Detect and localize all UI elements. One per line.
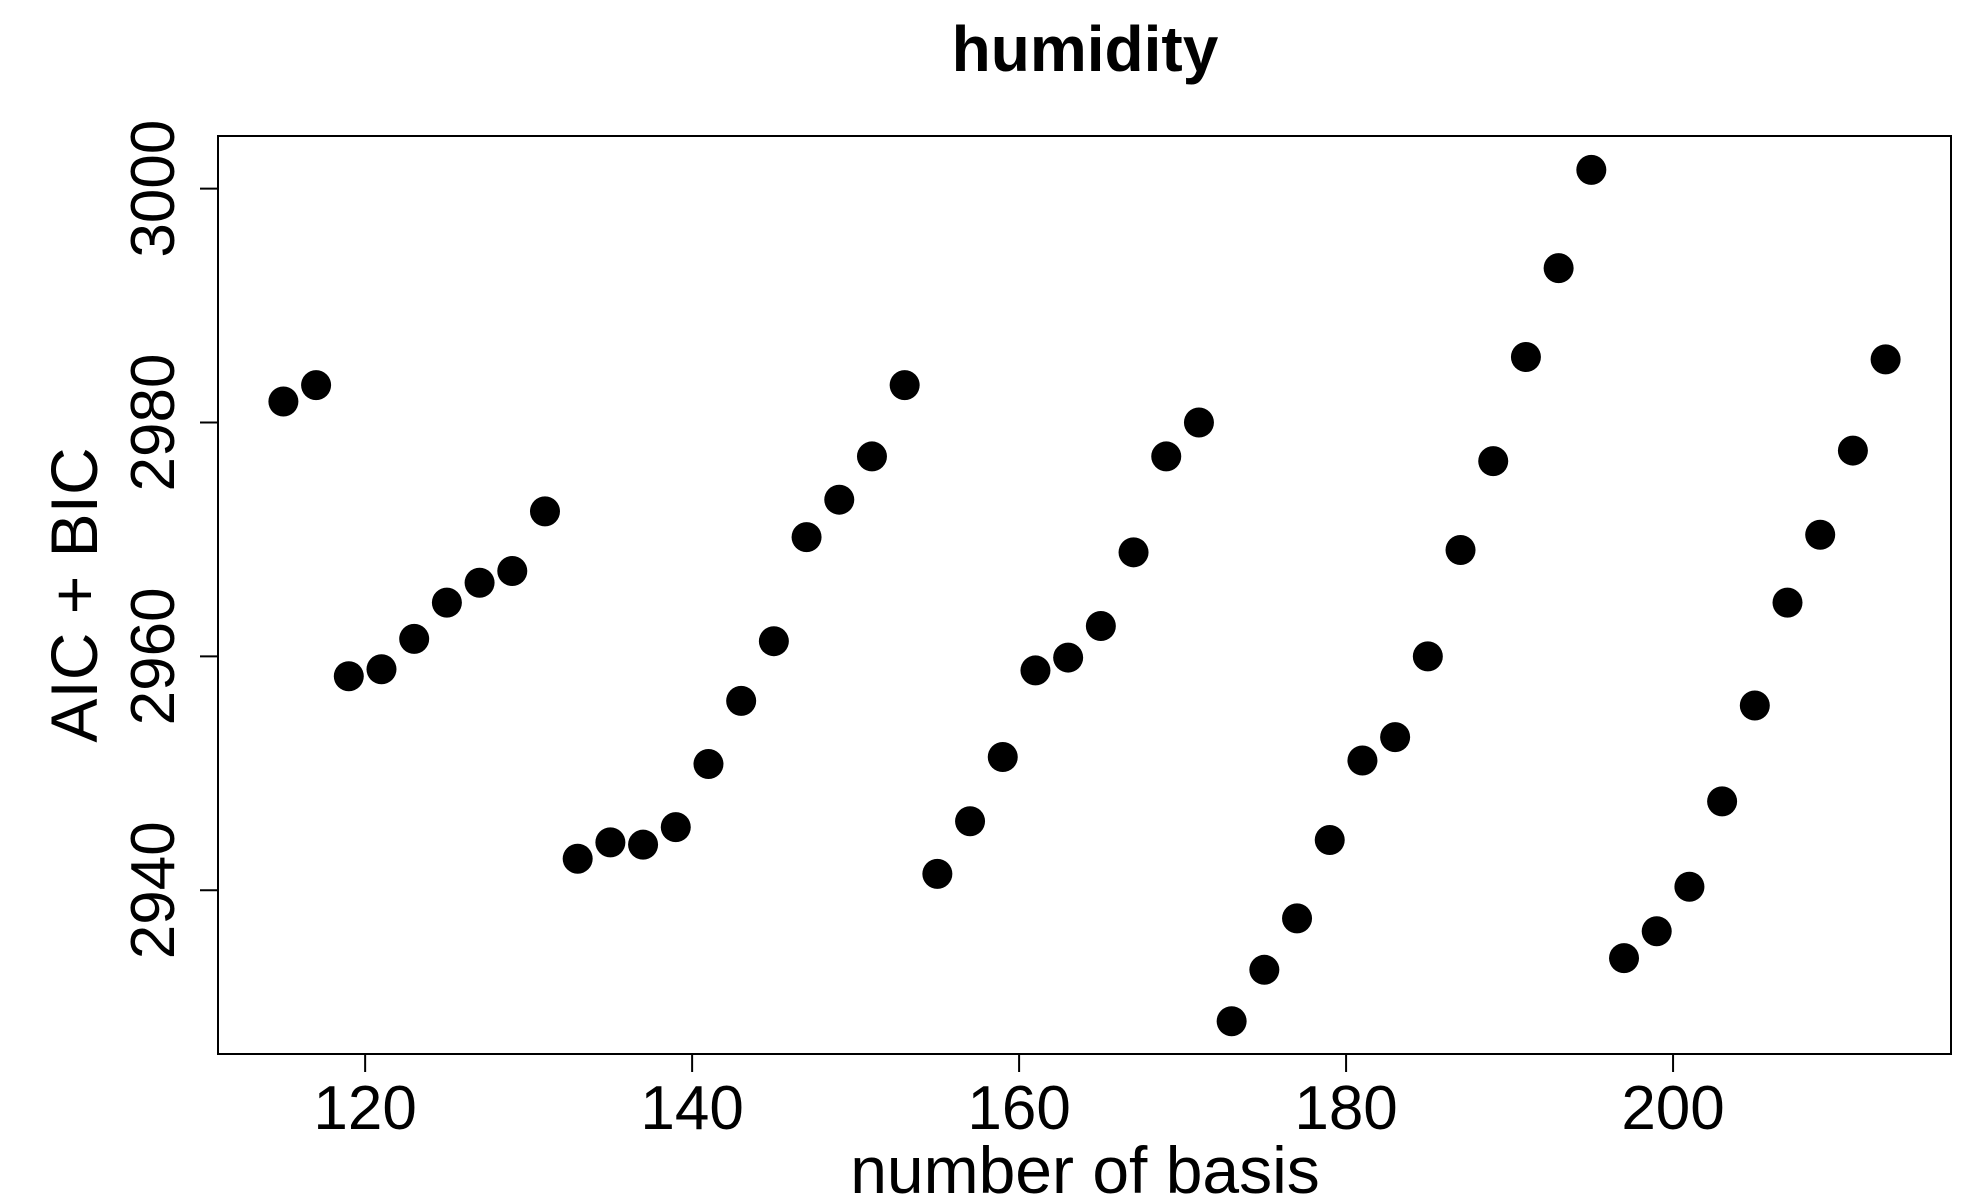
- y-tick-label: 3000: [119, 120, 188, 258]
- x-tick-label: 200: [1621, 1074, 1724, 1143]
- data-point: [529, 496, 560, 527]
- data-point: [1772, 587, 1803, 618]
- data-points: [268, 154, 1901, 1037]
- data-point: [399, 623, 430, 654]
- data-point: [431, 587, 462, 618]
- data-point: [922, 858, 953, 889]
- data-point: [1478, 446, 1509, 477]
- data-point: [1020, 655, 1051, 686]
- x-tick-label: 160: [967, 1074, 1070, 1143]
- data-point: [987, 741, 1018, 772]
- data-point: [1805, 519, 1836, 550]
- data-point: [301, 370, 332, 401]
- data-point: [824, 484, 855, 515]
- y-axis-label: AIC + BIC: [37, 447, 111, 742]
- x-tick-label: 120: [313, 1074, 416, 1143]
- x-axis-label: number of basis: [850, 1133, 1320, 1201]
- data-point: [1282, 903, 1313, 934]
- data-point: [1347, 745, 1378, 776]
- data-point: [1641, 916, 1672, 947]
- data-point: [1837, 435, 1868, 466]
- data-point: [1314, 824, 1345, 855]
- y-tick-label: 2960: [119, 587, 188, 725]
- data-point: [1118, 537, 1149, 568]
- data-point: [726, 685, 757, 716]
- data-point: [1707, 786, 1738, 817]
- data-point: [791, 522, 822, 553]
- data-point: [1510, 342, 1541, 373]
- x-tick-label: 140: [640, 1074, 743, 1143]
- y-tick-label: 2940: [119, 821, 188, 959]
- data-point: [1445, 534, 1476, 565]
- data-point: [856, 441, 887, 472]
- data-point: [1249, 954, 1280, 985]
- x-axis: 120 140 160 180 200: [313, 1054, 1725, 1143]
- data-point: [1412, 641, 1443, 672]
- data-point: [758, 626, 789, 657]
- data-point: [595, 827, 626, 858]
- data-point: [1053, 642, 1084, 673]
- data-point: [1674, 871, 1705, 902]
- data-point: [1576, 154, 1607, 185]
- data-point: [628, 829, 659, 860]
- y-axis: 2940 2960 2980 3000: [119, 120, 218, 959]
- data-point: [889, 370, 920, 401]
- data-point: [1870, 344, 1901, 375]
- data-point: [1151, 441, 1182, 472]
- data-point: [562, 843, 593, 874]
- data-point: [1543, 253, 1574, 284]
- data-point: [464, 567, 495, 598]
- data-point: [1216, 1006, 1247, 1037]
- data-point: [497, 556, 528, 587]
- data-point: [1380, 722, 1411, 753]
- chart-title: humidity: [952, 13, 1219, 85]
- data-point: [1739, 690, 1770, 721]
- data-point: [268, 386, 299, 417]
- data-point: [1085, 610, 1116, 641]
- data-point: [955, 806, 986, 837]
- data-point: [660, 812, 691, 843]
- x-tick-label: 180: [1294, 1074, 1397, 1143]
- y-tick-label: 2980: [119, 354, 188, 492]
- plot-frame: [217, 135, 1952, 1055]
- data-point: [366, 654, 397, 685]
- data-point: [693, 748, 724, 779]
- data-point: [1609, 943, 1640, 974]
- data-point: [333, 661, 364, 692]
- data-point: [1183, 407, 1214, 438]
